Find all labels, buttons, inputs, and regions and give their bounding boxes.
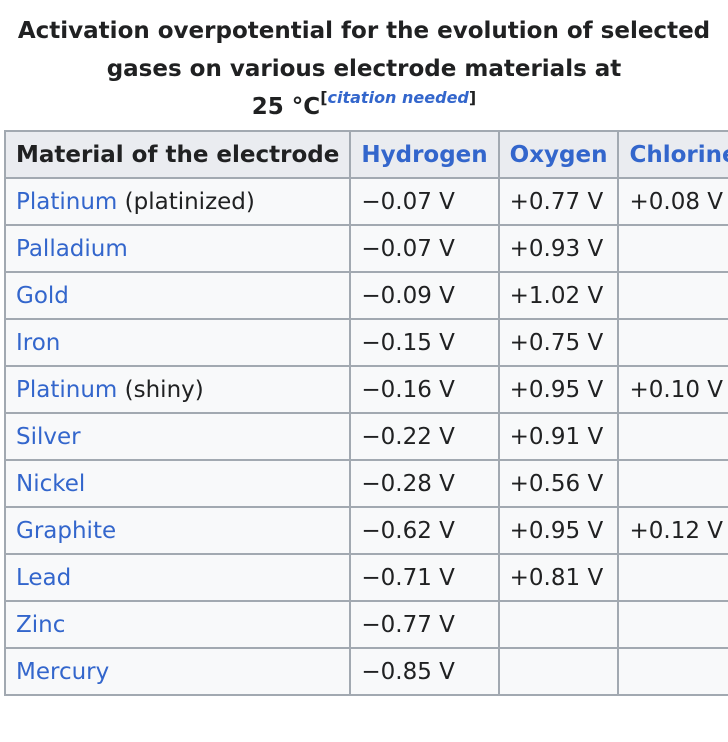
chlorine-overpotential-cell: +0.12 V: [617, 506, 728, 555]
oxygen-overpotential-cell: +0.81 V: [497, 553, 620, 602]
citation-needed-link[interactable]: citation needed: [327, 88, 469, 108]
chlorine-overpotential-cell: [617, 600, 728, 649]
header-material: Material of the electrode: [3, 130, 352, 179]
table-row: Lead −0.71 V +0.81 V: [3, 553, 728, 602]
table-caption: Activation overpotential for the evoluti…: [0, 12, 728, 126]
material-cell: Platinum (platinized): [3, 177, 352, 226]
material-cell: Silver: [3, 412, 352, 461]
overpotential-table: Material of the electrode Hydrogen Oxyge…: [3, 130, 728, 696]
hydrogen-overpotential-cell: −0.15 V: [349, 318, 500, 367]
caption-line-3: 25 °C[citation needed]: [0, 88, 728, 126]
material-link[interactable]: Zinc: [16, 611, 66, 638]
material-cell: Iron: [3, 318, 352, 367]
table-row: Platinum (shiny) −0.16 V +0.95 V +0.10 V: [3, 365, 728, 414]
table-row: Gold −0.09 V +1.02 V: [3, 271, 728, 320]
table-row: Graphite −0.62 V +0.95 V +0.12 V: [3, 506, 728, 555]
material-link[interactable]: Gold: [16, 282, 69, 309]
caption-temperature: 25 °C: [251, 94, 321, 120]
chlorine-overpotential-cell: [617, 224, 728, 273]
header-oxygen-link[interactable]: Oxygen: [497, 130, 620, 179]
hydrogen-overpotential-cell: −0.62 V: [349, 506, 500, 555]
table-row: Nickel −0.28 V +0.56 V: [3, 459, 728, 508]
chlorine-overpotential-cell: [617, 647, 728, 696]
material-cell: Palladium: [3, 224, 352, 273]
citation-close-bracket: ]: [468, 88, 477, 108]
oxygen-overpotential-cell: [497, 600, 620, 649]
material-link[interactable]: Silver: [16, 423, 81, 450]
table-row: Zinc −0.77 V: [3, 600, 728, 649]
hydrogen-overpotential-cell: −0.77 V: [349, 600, 500, 649]
material-link[interactable]: Nickel: [16, 470, 86, 497]
chlorine-overpotential-cell: [617, 271, 728, 320]
material-qualifier: (platinized): [117, 188, 255, 215]
hydrogen-overpotential-cell: −0.07 V: [349, 177, 500, 226]
caption-line-2: gases on various electrode materials at: [106, 56, 622, 82]
material-link[interactable]: Palladium: [16, 235, 128, 262]
material-link[interactable]: Platinum: [16, 376, 118, 403]
table-row: Palladium −0.07 V +0.93 V: [3, 224, 728, 273]
oxygen-overpotential-cell: +0.77 V: [497, 177, 620, 226]
chlorine-overpotential-cell: +0.08 V: [617, 177, 728, 226]
oxygen-overpotential-cell: +1.02 V: [497, 271, 620, 320]
material-qualifier: (shiny): [117, 376, 204, 403]
material-link[interactable]: Lead: [16, 564, 72, 591]
chlorine-overpotential-cell: [617, 412, 728, 461]
caption-line-1: Activation overpotential for the evoluti…: [17, 18, 711, 44]
citation-open-bracket: [: [320, 88, 328, 108]
chlorine-overpotential-cell: [617, 459, 728, 508]
hydrogen-overpotential-cell: −0.85 V: [349, 647, 500, 696]
table-row: Mercury −0.85 V: [3, 647, 728, 696]
table-header-row: Material of the electrode Hydrogen Oxyge…: [3, 130, 728, 179]
header-hydrogen-link[interactable]: Hydrogen: [349, 130, 500, 179]
chlorine-overpotential-cell: +0.10 V: [617, 365, 728, 414]
hydrogen-overpotential-cell: −0.16 V: [349, 365, 500, 414]
material-link[interactable]: Iron: [16, 329, 61, 356]
citation-needed: [citation needed]: [320, 88, 476, 107]
material-cell: Graphite: [3, 506, 352, 555]
table-row: Platinum (platinized) −0.07 V +0.77 V +0.08…: [3, 177, 728, 226]
material-cell: Mercury: [3, 647, 352, 696]
oxygen-overpotential-cell: +0.93 V: [497, 224, 620, 273]
material-link[interactable]: Mercury: [16, 658, 110, 685]
hydrogen-overpotential-cell: −0.22 V: [349, 412, 500, 461]
table-body: Platinum (platinized) −0.07 V +0.77 V +0.08…: [3, 177, 728, 696]
oxygen-overpotential-cell: [497, 647, 620, 696]
table-row: Iron −0.15 V +0.75 V: [3, 318, 728, 367]
hydrogen-overpotential-cell: −0.09 V: [349, 271, 500, 320]
material-link[interactable]: Graphite: [16, 517, 117, 544]
oxygen-overpotential-cell: +0.75 V: [497, 318, 620, 367]
oxygen-overpotential-cell: +0.91 V: [497, 412, 620, 461]
material-cell: Zinc: [3, 600, 352, 649]
material-link[interactable]: Platinum: [16, 188, 118, 215]
material-cell: Lead: [3, 553, 352, 602]
hydrogen-overpotential-cell: −0.07 V: [349, 224, 500, 273]
table-row: Silver −0.22 V +0.91 V: [3, 412, 728, 461]
hydrogen-overpotential-cell: −0.71 V: [349, 553, 500, 602]
material-cell: Gold: [3, 271, 352, 320]
oxygen-overpotential-cell: +0.56 V: [497, 459, 620, 508]
chlorine-overpotential-cell: [617, 318, 728, 367]
oxygen-overpotential-cell: +0.95 V: [497, 506, 620, 555]
header-chlorine-link[interactable]: Chlorine: [617, 130, 728, 179]
oxygen-overpotential-cell: +0.95 V: [497, 365, 620, 414]
material-cell: Nickel: [3, 459, 352, 508]
hydrogen-overpotential-cell: −0.28 V: [349, 459, 500, 508]
chlorine-overpotential-cell: [617, 553, 728, 602]
material-cell: Platinum (shiny): [3, 365, 352, 414]
